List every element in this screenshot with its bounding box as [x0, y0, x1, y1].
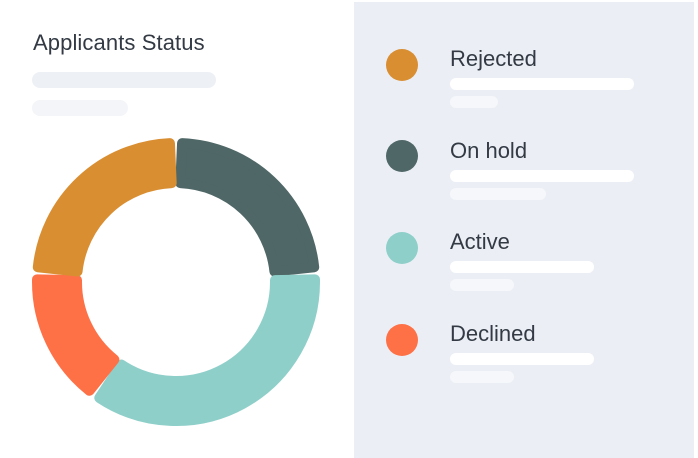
donut-slice-declined [32, 274, 120, 396]
placeholder-line-1 [32, 72, 216, 88]
legend-placeholder-bar-short [450, 371, 514, 383]
legend-dot-declined [386, 324, 418, 356]
legend-item-active: Active [384, 229, 684, 299]
legend-placeholder-bar [450, 261, 594, 273]
legend-placeholder-bar-short [450, 188, 546, 200]
legend-dot-active [386, 232, 418, 264]
donut-slice-on-hold [175, 138, 320, 277]
donut-slice-rejected [32, 138, 177, 277]
legend-label-on-hold: On hold [450, 138, 528, 163]
legend-placeholder-bar [450, 170, 634, 182]
donut-chart [32, 138, 320, 426]
legend-label-declined: Declined [450, 321, 536, 346]
chart-title: Applicants Status [33, 30, 205, 55]
legend-placeholder-bar [450, 78, 634, 90]
legend-item-rejected: Rejected [384, 46, 684, 116]
legend-label-active: Active [450, 229, 510, 254]
legend-label-rejected: Rejected [450, 46, 537, 71]
legend-item-on-hold: On hold [384, 138, 684, 208]
placeholder-line-2 [32, 100, 128, 116]
chart-panel: Applicants Status [32, 30, 320, 426]
legend-item-declined: Declined [384, 321, 684, 391]
legend-placeholder-bar-short [450, 279, 514, 291]
legend-dot-rejected [386, 49, 418, 81]
legend-placeholder-bar-short [450, 96, 498, 108]
donut-slice-active [94, 274, 320, 426]
legend-placeholder-bar [450, 353, 594, 365]
legend-dot-on-hold [386, 140, 418, 172]
